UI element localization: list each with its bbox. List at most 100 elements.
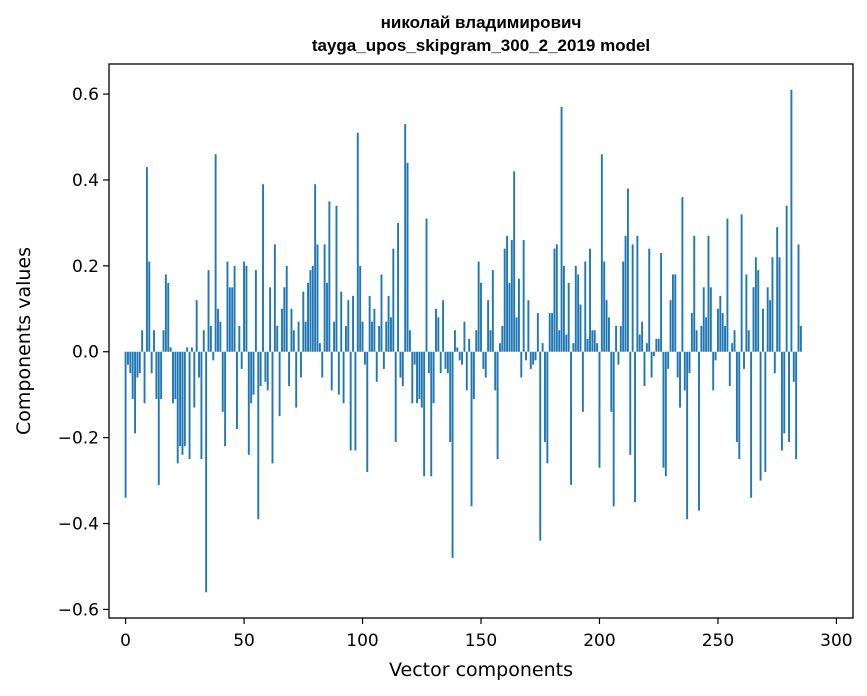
bar [311,265,314,352]
bar [304,321,307,352]
bar [136,351,139,378]
bar [795,351,798,460]
bar [252,351,255,395]
bar [525,351,527,361]
bar [477,261,480,352]
bar [134,351,137,434]
bar [612,351,615,507]
bar [589,248,591,352]
bar [534,351,537,361]
bar [288,351,291,387]
bar [333,321,336,352]
bar [766,287,769,352]
bar [719,295,722,352]
bar [693,235,696,352]
bar [712,351,715,391]
bar [193,351,196,408]
bar [517,278,520,352]
bar [662,351,665,468]
bar [281,308,283,352]
bar [643,351,646,387]
bar [361,321,364,352]
bar [598,351,601,468]
bar [619,325,622,352]
bar [236,351,238,430]
x-axis-label: Vector components [389,659,573,681]
bar [615,325,618,352]
bar [667,351,670,369]
bar [593,330,596,352]
bar [269,287,272,352]
bar [465,351,468,391]
y-tick-label: −0.2 [58,429,99,449]
bar [522,240,525,352]
bar [529,351,532,369]
y-tick-label: 0.2 [72,257,99,277]
bar [399,351,402,378]
bar [451,351,454,558]
bar [214,154,217,352]
bar [740,214,743,352]
bar [183,351,186,447]
bar [174,351,177,399]
bar [750,351,753,498]
bar [674,274,677,352]
bar [503,248,506,352]
x-tick-label: 300 [820,631,852,651]
bar [153,330,155,352]
bar [735,351,738,442]
bar [328,201,331,352]
bar [330,351,333,391]
bar [780,351,783,451]
bar [164,274,167,352]
bar [785,205,788,352]
bar [392,248,395,352]
bar [626,188,629,352]
bar [499,343,501,352]
bar [404,124,407,352]
bar [323,244,326,352]
bar [731,343,734,352]
bar [224,351,227,447]
bar-series [124,89,802,593]
bar [567,283,570,352]
bar [335,205,338,352]
y-tick-label: −0.6 [58,600,99,620]
bar [788,351,790,442]
bar [622,261,625,352]
bar [418,351,421,399]
bar [340,291,343,352]
bar [546,351,549,464]
bar [266,351,269,391]
bar [681,197,684,352]
bar [212,351,215,361]
bar [181,351,184,455]
bar [373,308,376,352]
bar [728,351,731,387]
bar [420,351,423,408]
y-axis-label: Components values [13,247,35,435]
bar [657,338,660,352]
bar [129,351,132,374]
bar [638,334,641,352]
bar [124,351,127,498]
y-axis-ticks: −0.6 −0.4 −0.2 0.0 0.2 0.4 0.6 [58,85,109,620]
bar [292,330,295,352]
bar [532,351,535,365]
bar [138,351,141,374]
bar [776,227,779,352]
bar [226,261,229,352]
bar [641,321,644,352]
bar [143,351,146,404]
bar [276,325,279,352]
bar [671,274,674,352]
bar [233,265,236,352]
bar [527,300,530,352]
bar [506,235,509,352]
bar [186,347,189,352]
bar [634,351,636,503]
bar [544,351,546,442]
bar [285,265,288,352]
bar [759,351,762,481]
